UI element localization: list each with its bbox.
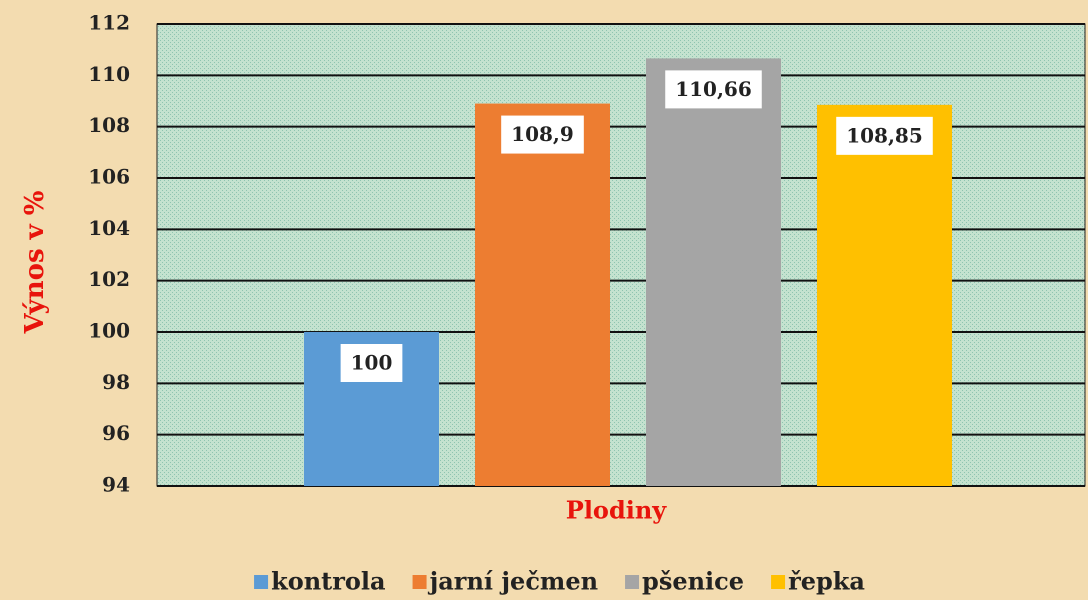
y-tick-label: 96 <box>102 421 130 445</box>
y-tick-label: 108 <box>88 113 130 137</box>
y-tick-label: 102 <box>88 267 130 291</box>
legend-swatch <box>771 575 786 589</box>
y-tick-label: 110 <box>88 62 130 86</box>
legend-label: kontrola <box>271 567 386 596</box>
y-tick-label: 94 <box>102 473 130 497</box>
y-tick-label: 100 <box>88 319 130 343</box>
value-label: 100 <box>351 351 393 375</box>
legend-label: jarní ječmen <box>428 567 598 596</box>
legend-swatch <box>254 575 269 589</box>
y-axis-label: Výnos v % <box>20 190 50 334</box>
value-label: 108,85 <box>846 123 923 147</box>
x-axis-label: Plodiny <box>566 496 668 525</box>
legend-label: řepka <box>788 567 865 596</box>
value-label-box <box>501 115 584 154</box>
value-label-box <box>665 70 762 109</box>
bar <box>475 103 610 487</box>
bar <box>817 104 952 486</box>
legend-swatch <box>412 575 427 589</box>
y-tick-label: 104 <box>88 216 130 240</box>
y-tick-label: 98 <box>102 370 130 394</box>
value-label-box <box>836 116 933 155</box>
value-label: 110,66 <box>675 77 752 101</box>
value-label-box <box>340 344 403 382</box>
legend-swatch <box>625 575 640 589</box>
bar <box>646 58 781 486</box>
value-label: 108,9 <box>511 122 574 146</box>
y-tick-label: 112 <box>88 11 130 35</box>
legend-label: pšenice <box>642 567 744 596</box>
y-tick-label: 106 <box>88 165 130 189</box>
